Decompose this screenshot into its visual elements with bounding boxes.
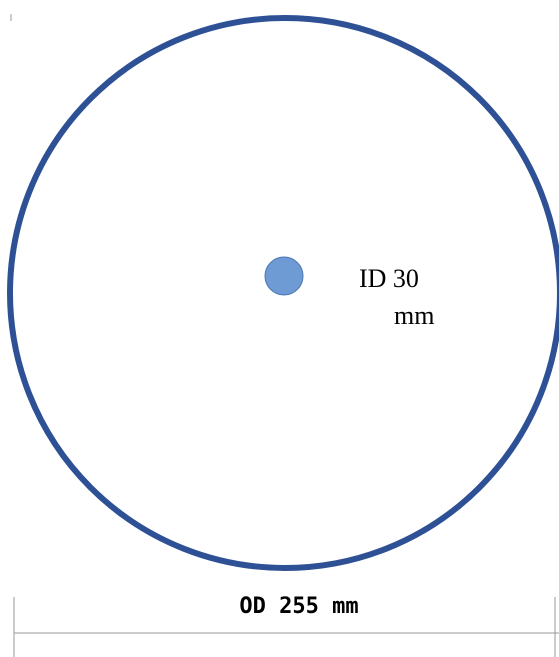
outer-diameter-circle: [7, 15, 559, 571]
inner-diameter-circle: [264, 256, 304, 296]
inner-diameter-label-line2: mm: [394, 301, 434, 330]
outer-diameter-label: OD 255 mm: [239, 594, 358, 619]
inner-diameter-label-line1: ID 30: [359, 264, 419, 293]
